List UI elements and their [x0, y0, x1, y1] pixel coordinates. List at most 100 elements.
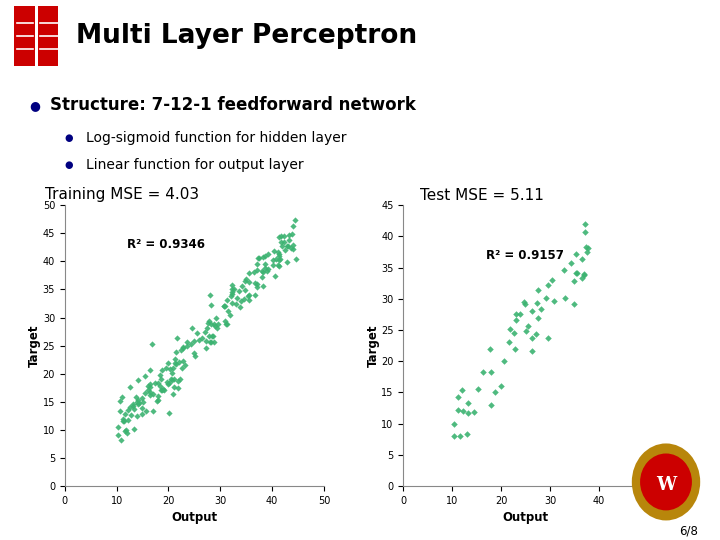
Point — [514, 309, 526, 318]
Point — [130, 393, 142, 402]
Point — [542, 333, 554, 342]
Point — [510, 310, 521, 319]
Point — [199, 328, 211, 336]
Point — [209, 338, 220, 346]
Point — [181, 338, 193, 346]
Point — [133, 399, 145, 408]
Point — [122, 429, 133, 437]
Point — [212, 323, 223, 332]
Text: Multi Layer Perceptron: Multi Layer Perceptron — [76, 23, 417, 50]
Point — [201, 323, 212, 332]
Point — [117, 393, 128, 402]
Point — [203, 332, 215, 340]
Text: Log-sigmoid function for hidden layer: Log-sigmoid function for hidden layer — [86, 131, 347, 145]
Point — [163, 409, 175, 417]
Point — [147, 407, 158, 415]
Point — [158, 386, 169, 394]
Point — [582, 247, 593, 256]
Text: ●: ● — [29, 99, 40, 112]
Point — [131, 398, 143, 407]
Point — [268, 247, 279, 256]
Point — [162, 380, 174, 388]
Point — [251, 265, 263, 274]
Point — [117, 415, 129, 423]
Y-axis label: Target: Target — [366, 325, 379, 367]
Point — [160, 364, 171, 373]
Point — [204, 291, 216, 300]
Point — [129, 425, 140, 434]
Point — [274, 254, 286, 263]
Point — [207, 332, 218, 340]
Point — [226, 288, 238, 296]
Point — [222, 296, 233, 305]
Point — [177, 356, 189, 365]
Point — [282, 242, 294, 251]
Point — [146, 340, 158, 348]
Point — [144, 366, 156, 375]
Point — [189, 352, 201, 360]
Point — [546, 276, 557, 285]
Point — [163, 379, 175, 387]
X-axis label: Output: Output — [171, 511, 217, 524]
Point — [168, 375, 180, 384]
Point — [533, 314, 544, 322]
Point — [226, 285, 238, 294]
Point — [477, 368, 489, 376]
Point — [457, 407, 469, 415]
Point — [208, 320, 220, 328]
Point — [540, 293, 552, 302]
Point — [235, 296, 246, 305]
Point — [287, 245, 298, 254]
Point — [221, 319, 233, 328]
Point — [569, 299, 580, 308]
Point — [224, 311, 235, 320]
Point — [518, 300, 530, 309]
Point — [154, 381, 166, 390]
Point — [176, 364, 187, 373]
Point — [127, 402, 138, 410]
Point — [463, 409, 474, 417]
Point — [536, 305, 547, 314]
Point — [181, 342, 192, 350]
Point — [456, 386, 468, 394]
Point — [251, 260, 263, 269]
Point — [253, 253, 265, 262]
Point — [139, 389, 150, 397]
Point — [204, 317, 215, 326]
Point — [571, 269, 582, 278]
Point — [204, 338, 215, 346]
Point — [166, 375, 177, 383]
Point — [267, 261, 279, 270]
Point — [272, 247, 284, 256]
Point — [220, 316, 231, 325]
Point — [166, 376, 178, 384]
Point — [225, 291, 237, 300]
Point — [549, 297, 560, 306]
Point — [231, 293, 243, 302]
Point — [580, 242, 592, 251]
Point — [272, 261, 284, 269]
Point — [287, 221, 298, 230]
Point — [132, 411, 143, 420]
Point — [472, 385, 484, 394]
Point — [151, 397, 163, 406]
Point — [580, 220, 591, 228]
Point — [226, 281, 238, 289]
Point — [194, 336, 205, 345]
Point — [526, 307, 538, 315]
Point — [166, 369, 178, 377]
X-axis label: Output: Output — [503, 511, 549, 524]
Point — [155, 385, 166, 394]
Point — [240, 275, 252, 284]
Point — [201, 343, 212, 352]
Point — [448, 419, 459, 428]
Point — [222, 306, 233, 315]
Point — [485, 345, 496, 353]
Point — [122, 415, 134, 424]
Point — [287, 241, 299, 249]
Point — [122, 405, 134, 414]
Text: W: W — [656, 476, 676, 494]
Point — [170, 359, 181, 368]
Point — [526, 334, 538, 343]
Point — [570, 250, 582, 259]
